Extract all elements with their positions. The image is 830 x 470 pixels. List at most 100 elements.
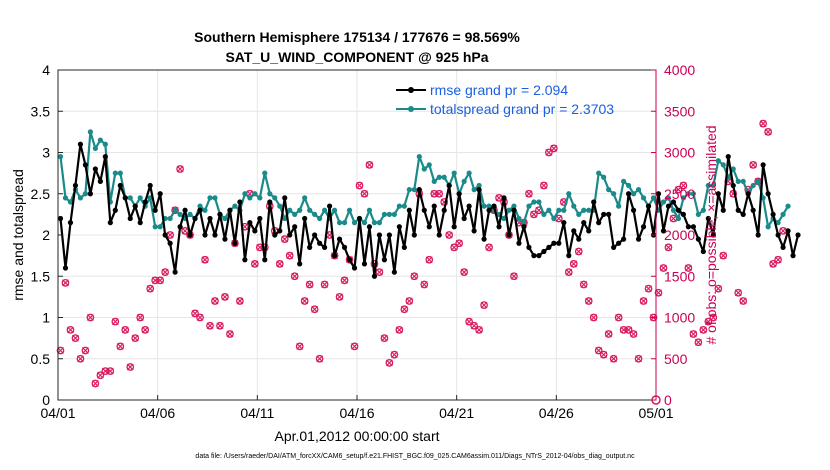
rmse-point [551, 240, 557, 246]
totalspread-point [640, 195, 647, 201]
rmse-point [586, 228, 592, 234]
obs-possible-marker [390, 350, 399, 359]
obs-possible-marker [156, 276, 165, 285]
rmse-point [596, 220, 602, 226]
totalspread-point [112, 170, 118, 176]
rmse-point [566, 253, 572, 259]
rmse-point [67, 220, 74, 226]
obs-assimilated-marker [126, 363, 134, 371]
obs-possible-marker [714, 284, 723, 293]
obs-possible-marker [340, 276, 349, 285]
rmse-point [162, 232, 168, 238]
obs-assimilated-marker [321, 281, 329, 288]
obs-assimilated-marker [684, 264, 692, 272]
totalspread-point [531, 199, 537, 205]
rmse-point [556, 240, 562, 246]
rmse-point [476, 187, 482, 193]
rmse-point [77, 141, 84, 147]
obs-possible-marker [475, 326, 483, 334]
y-right-tick-label: 2500 [664, 186, 695, 202]
obs-possible-marker [375, 268, 384, 276]
obs-assimilated-marker [341, 276, 348, 284]
rmse-point [346, 257, 353, 263]
totalspread-point [361, 220, 368, 226]
obs-assimilated-marker [455, 239, 463, 247]
totalspread-point [660, 199, 667, 205]
rmse-point [690, 224, 696, 230]
obs-assimilated-marker [236, 297, 244, 305]
obs-assimilated-marker [81, 347, 89, 354]
totalspread-point [630, 191, 637, 197]
rmse-point [331, 253, 338, 259]
rmse-point [616, 240, 622, 246]
totalspread-point [346, 207, 353, 213]
rmse-point [675, 207, 682, 213]
obs-assimilated-marker [380, 334, 388, 342]
rmse-point [775, 232, 781, 238]
totalspread-point [207, 195, 213, 201]
obs-possible-marker [709, 313, 718, 322]
rmse-point [695, 236, 701, 242]
obs-assimilated-marker [316, 355, 324, 363]
totalspread-point [277, 203, 283, 209]
rmse-point [611, 244, 617, 250]
totalspread-point [331, 207, 338, 213]
rmse-point [645, 203, 652, 209]
rmse-point [202, 232, 208, 238]
obs-assimilated-marker [311, 305, 319, 313]
obs-possible-marker [221, 293, 229, 301]
totalspread-point [536, 199, 542, 205]
rmse-point [421, 207, 427, 213]
obs-possible-marker [659, 264, 668, 272]
obs-assimilated-marker [131, 334, 139, 342]
obs-assimilated-marker [699, 326, 707, 334]
obs-possible-marker [485, 243, 493, 252]
obs-assimilated-marker [480, 301, 488, 309]
obs-assimilated-marker [550, 144, 558, 152]
rmse-point [685, 224, 691, 230]
rmse-point [670, 199, 677, 205]
obs-possible-marker [275, 260, 284, 268]
obs-possible-marker [71, 334, 80, 342]
obs-possible-marker [126, 363, 135, 371]
y-left-tick-label: 2 [42, 227, 50, 243]
rmse-point [102, 154, 108, 160]
rmse-point [312, 232, 318, 238]
obs-possible-marker [599, 350, 608, 359]
rmse-point [117, 182, 123, 189]
obs-possible-marker [769, 260, 777, 268]
y-right-axis-label: # of obs: o=possible; ×=assimilated [703, 125, 719, 344]
totalspread-point [57, 154, 64, 160]
rmse-point [272, 232, 278, 238]
rmse-point [436, 232, 442, 238]
obs-possible-marker [295, 342, 304, 351]
obs-possible-marker [749, 161, 758, 169]
rmse-point [356, 215, 363, 222]
obs-assimilated-marker [116, 342, 124, 350]
obs-assimilated-marker [485, 243, 493, 251]
obs-assimilated-marker [276, 260, 284, 268]
x-tick-label: 05/01 [638, 405, 673, 421]
obs-possible-marker [345, 255, 354, 264]
rmse-point [506, 232, 512, 238]
totalspread-point [242, 191, 248, 197]
obs-assimilated-marker [196, 314, 204, 321]
obs-assimilated-marker [77, 355, 84, 363]
obs-assimilated-marker [445, 231, 453, 239]
totalspread-point [391, 211, 397, 217]
rmse-point [466, 203, 472, 209]
obs-possible-marker [395, 326, 404, 334]
obs-assimilated-marker [635, 355, 642, 363]
obs-possible-marker [405, 297, 414, 305]
obs-possible-marker [136, 313, 145, 322]
totalspread-point [222, 215, 228, 222]
obs-possible-marker [634, 354, 643, 363]
rmse-point [401, 244, 407, 250]
obs-possible-marker [425, 255, 434, 264]
totalspread-point [67, 199, 74, 205]
obs-possible-marker [525, 189, 533, 198]
obs-possible-marker [400, 305, 409, 314]
obs-possible-marker [460, 268, 468, 276]
obs-possible-marker [106, 367, 115, 375]
obs-assimilated-marker [166, 231, 174, 239]
